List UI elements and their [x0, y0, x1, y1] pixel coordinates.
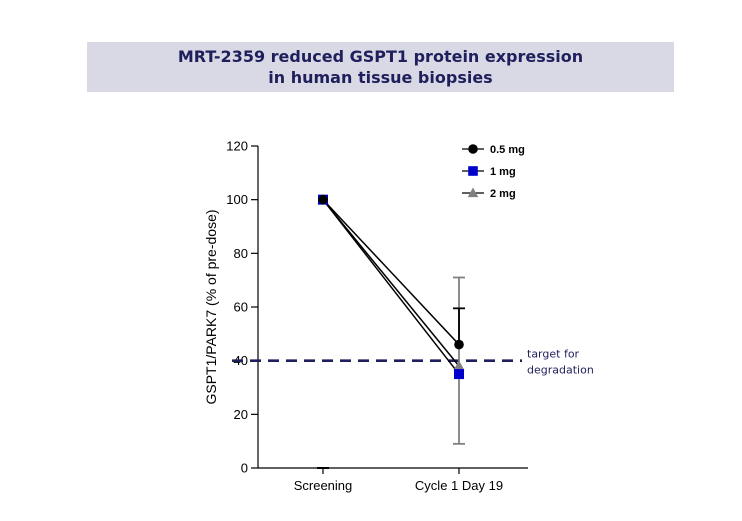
chart-title-line-1: MRT-2359 reduced GSPT1 protein expressio… [177, 47, 584, 66]
y-axis-label: GSPT1/PARK7 (% of pre-dose) [203, 209, 219, 404]
legend-marker [468, 144, 478, 154]
series-line-2-mg [322, 199, 460, 367]
data-point-0.5-mg [318, 194, 328, 205]
data-point-0.5-mg [454, 339, 464, 350]
legend-label: 0.5 mg [490, 144, 525, 156]
y-tick-label: 80 [234, 246, 248, 261]
reference-line-group: target for degradation [232, 348, 594, 377]
y-tick-label: 0 [241, 461, 248, 476]
y-tick-label: 100 [226, 192, 248, 207]
x-tick-label: Screening [294, 478, 353, 493]
data-point-1-mg [454, 369, 464, 380]
y-tick-label: 120 [226, 139, 248, 154]
legend-marker [468, 166, 478, 176]
title-banner: MRT-2359 reduced GSPT1 protein expressio… [87, 42, 674, 92]
x-tick-label: Cycle 1 Day 19 [415, 478, 503, 493]
data-point-2-mg [453, 360, 465, 371]
reference-line-label-line-2: degradation [527, 364, 594, 377]
error-bar-0.5-mg [453, 307, 465, 345]
series-group [317, 193, 465, 469]
legend-label: 1 mg [490, 166, 516, 178]
series-line-0.5-mg [322, 199, 460, 346]
chart-title-line-2: in human tissue biopsies [268, 68, 493, 87]
y-tick-label: 20 [234, 407, 248, 422]
y-tick-label: 60 [234, 300, 248, 315]
legend-marker [467, 187, 479, 198]
legend: 0.5 mg 1 mg 2 mg [462, 144, 525, 200]
legend-item-2-mg: 2 mg [462, 187, 516, 200]
legend-item-0.5-mg: 0.5 mg [462, 144, 525, 156]
series-line-1-mg [322, 199, 460, 375]
legend-item-1-mg: 1 mg [462, 166, 516, 178]
legend-label: 2 mg [490, 188, 516, 200]
reference-line-label-line-1: target for [527, 348, 580, 361]
